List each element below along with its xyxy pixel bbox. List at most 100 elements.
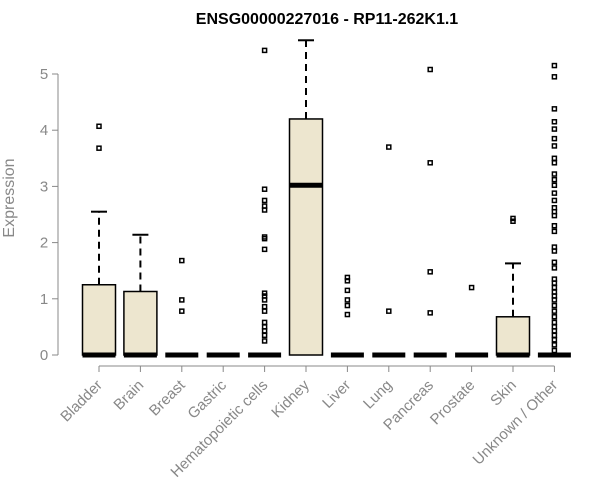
y-tick-label: 4 bbox=[40, 122, 48, 139]
outlier-point bbox=[427, 66, 433, 73]
x-category-label: Lung bbox=[360, 377, 396, 413]
x-category-label: Bladder bbox=[57, 377, 106, 426]
chart-title: ENSG00000227016 - RP11-262K1.1 bbox=[196, 11, 459, 28]
outlier-point bbox=[344, 287, 351, 294]
outlier-point bbox=[551, 308, 558, 314]
outlier-point bbox=[551, 119, 558, 125]
outlier-point bbox=[386, 144, 392, 150]
outlier-point bbox=[261, 324, 268, 330]
y-tick-label: 5 bbox=[40, 66, 48, 83]
outlier-point bbox=[551, 160, 558, 166]
outlier-point bbox=[261, 203, 268, 209]
outlier-point bbox=[551, 62, 558, 69]
x-category-label: Breast bbox=[146, 376, 189, 419]
box-group bbox=[288, 39, 324, 356]
outlier-point bbox=[427, 310, 433, 316]
outlier-point bbox=[551, 190, 558, 196]
box-group bbox=[81, 123, 117, 358]
outlier-point bbox=[261, 293, 268, 299]
x-category-label: Kidney bbox=[268, 376, 313, 421]
outlier-point bbox=[261, 197, 268, 204]
outlier-point bbox=[510, 218, 516, 224]
outlier-point bbox=[344, 274, 351, 281]
outlier-point bbox=[261, 338, 268, 344]
outlier-point bbox=[551, 284, 558, 291]
outlier-point bbox=[427, 160, 433, 166]
outlier-point bbox=[179, 297, 185, 303]
outlier-point bbox=[261, 47, 268, 54]
plot-area bbox=[81, 39, 571, 358]
outlier-point bbox=[551, 176, 558, 183]
outlier-point bbox=[261, 246, 268, 253]
box-group bbox=[372, 144, 406, 358]
outlier-point bbox=[344, 302, 351, 309]
outlier-point bbox=[179, 308, 185, 314]
outlier-point bbox=[261, 186, 268, 192]
outlier-point bbox=[551, 347, 558, 354]
outlier-point bbox=[551, 106, 558, 112]
outlier-point bbox=[551, 171, 558, 177]
box-group bbox=[537, 62, 571, 358]
outlier-point bbox=[261, 234, 268, 240]
outlier-point bbox=[96, 145, 102, 151]
box-group bbox=[330, 274, 364, 358]
outlier-point bbox=[551, 228, 558, 235]
outlier-point bbox=[551, 324, 558, 330]
outlier-point bbox=[261, 319, 268, 326]
y-tick-label: 3 bbox=[40, 178, 48, 195]
box-body bbox=[123, 290, 158, 356]
x-category-label: Prostate bbox=[427, 377, 479, 429]
outlier-point bbox=[551, 289, 558, 295]
outlier-point bbox=[551, 244, 558, 250]
outlier-point bbox=[551, 342, 558, 348]
outlier-point bbox=[96, 123, 102, 130]
outlier-point bbox=[551, 135, 558, 142]
outlier-point bbox=[344, 297, 351, 303]
box-body bbox=[288, 118, 324, 356]
x-category-label: Brain bbox=[110, 377, 147, 414]
outlier-point bbox=[551, 126, 558, 132]
outlier-point bbox=[427, 269, 433, 275]
outlier-point bbox=[261, 308, 268, 314]
box-group bbox=[165, 257, 199, 358]
outlier-point bbox=[551, 182, 558, 189]
x-category-label: Liver bbox=[319, 377, 354, 412]
x-category-label: Skin bbox=[487, 377, 520, 410]
y-axis: 0 1 2 3 4 5 bbox=[40, 66, 59, 364]
outlier-point bbox=[261, 332, 268, 339]
outlier-point bbox=[386, 308, 392, 314]
outlier-point bbox=[551, 276, 558, 282]
outlier-point bbox=[510, 215, 516, 222]
y-tick-label: 1 bbox=[40, 291, 48, 308]
outlier-point bbox=[551, 197, 558, 204]
outlier-point bbox=[551, 259, 558, 266]
outlier-point bbox=[551, 332, 558, 339]
box-group bbox=[455, 284, 489, 358]
box-group bbox=[123, 233, 158, 358]
outlier-point bbox=[261, 303, 268, 310]
outlier-point bbox=[261, 290, 268, 296]
box-group bbox=[413, 66, 447, 358]
outlier-point bbox=[551, 155, 558, 162]
outlier-point bbox=[551, 319, 558, 326]
y-tick-label: 0 bbox=[40, 347, 48, 364]
box-body bbox=[81, 284, 117, 356]
outlier-point bbox=[551, 143, 558, 149]
box-group bbox=[495, 215, 531, 358]
outlier-point bbox=[551, 265, 558, 271]
outlier-point bbox=[344, 311, 351, 318]
outlier-point bbox=[551, 222, 558, 229]
y-tick-label: 2 bbox=[40, 235, 48, 252]
outlier-point bbox=[551, 337, 558, 343]
y-axis-label: Expression bbox=[1, 158, 18, 237]
outlier-point bbox=[551, 205, 558, 211]
box-group bbox=[248, 47, 282, 358]
box-body bbox=[495, 316, 531, 356]
outlier-point bbox=[179, 257, 185, 264]
outlier-point bbox=[551, 314, 558, 320]
outlier-point bbox=[551, 74, 558, 80]
outlier-point bbox=[468, 284, 475, 291]
outlier-point bbox=[551, 302, 558, 309]
